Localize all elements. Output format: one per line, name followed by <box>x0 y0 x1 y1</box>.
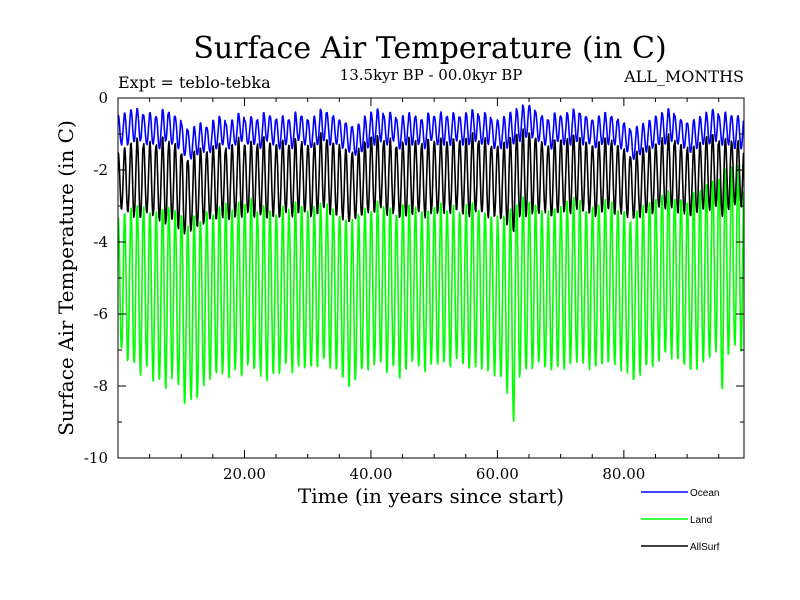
x-tick-label: 20.00 <box>223 465 266 483</box>
legend: Ocean Land AllSurf <box>641 488 720 553</box>
series-line-land <box>118 164 744 422</box>
y-tick-label: -4 <box>93 233 108 251</box>
y-tick-label: -8 <box>93 377 108 395</box>
y-tick-label: 0 <box>98 89 108 107</box>
legend-label-ocean: Ocean <box>690 488 719 499</box>
ticks-layer: 20.00 40.00 60.00 80.00 0 -2 -4 -6 -8 -10 <box>84 89 744 483</box>
legend-label-land: Land <box>690 515 712 526</box>
chart-subtitle: 13.5kyr BP - 00.0kyr BP <box>340 66 523 84</box>
y-tick-label: -10 <box>84 449 108 467</box>
legend-label-allsurf: AllSurf <box>690 542 720 553</box>
series-line-allsurf <box>118 128 744 235</box>
y-tick-label: -6 <box>93 305 108 323</box>
chart-title: Surface Air Temperature (in C) <box>193 31 666 66</box>
experiment-label: Expt = teblo-tebka <box>118 73 271 92</box>
plot-frame <box>117 97 745 459</box>
x-tick-label: 60.00 <box>476 465 519 483</box>
y-axis-label: Surface Air Temperature (in C) <box>54 120 78 436</box>
x-axis-label: Time (in years since start) <box>298 484 564 508</box>
series-layer <box>118 104 744 422</box>
months-label: ALL_MONTHS <box>623 67 744 86</box>
x-tick-label: 80.00 <box>602 465 645 483</box>
y-tick-label: -2 <box>93 161 108 179</box>
x-tick-label: 40.00 <box>349 465 392 483</box>
series-line-ocean <box>118 104 744 161</box>
